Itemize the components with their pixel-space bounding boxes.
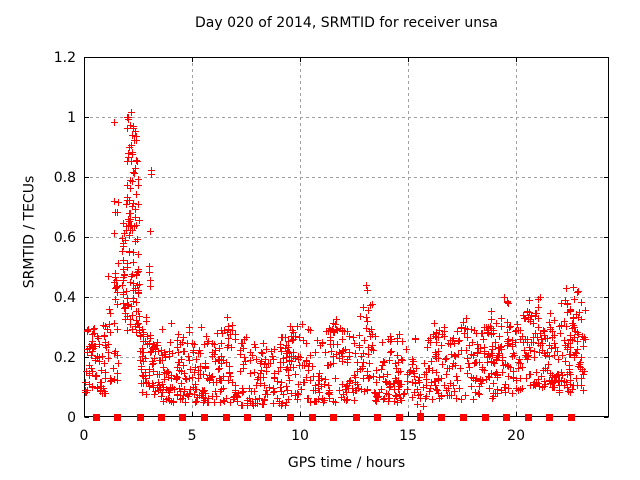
svg-text:10: 10	[291, 428, 309, 444]
svg-text:0.6: 0.6	[54, 230, 76, 246]
svg-text:20: 20	[507, 428, 525, 444]
svg-text:5: 5	[188, 428, 197, 444]
svg-text:1: 1	[67, 110, 76, 126]
srmtid-scatter-points	[82, 109, 589, 417]
svg-text:0.4: 0.4	[54, 290, 76, 306]
svg-text:0.8: 0.8	[54, 170, 76, 186]
svg-text:0: 0	[67, 410, 76, 426]
x-axis-label: GPS time / hours	[287, 455, 406, 471]
svg-text:1.2: 1.2	[54, 50, 76, 66]
grid-lines	[84, 57, 609, 417]
x-tick-labels: 0 5 10 15 20	[80, 428, 525, 444]
axis-border	[84, 57, 609, 418]
y-tick-labels: 0 0.2 0.4 0.6 0.8 1 1.2	[54, 50, 76, 426]
chart-title: Day 020 of 2014, SRMTID for receiver uns…	[194, 15, 499, 31]
hourly-baseline-markers	[93, 414, 575, 421]
svg-text:0: 0	[80, 428, 89, 444]
svg-text:0.2: 0.2	[54, 350, 76, 366]
svg-text:15: 15	[399, 428, 417, 444]
